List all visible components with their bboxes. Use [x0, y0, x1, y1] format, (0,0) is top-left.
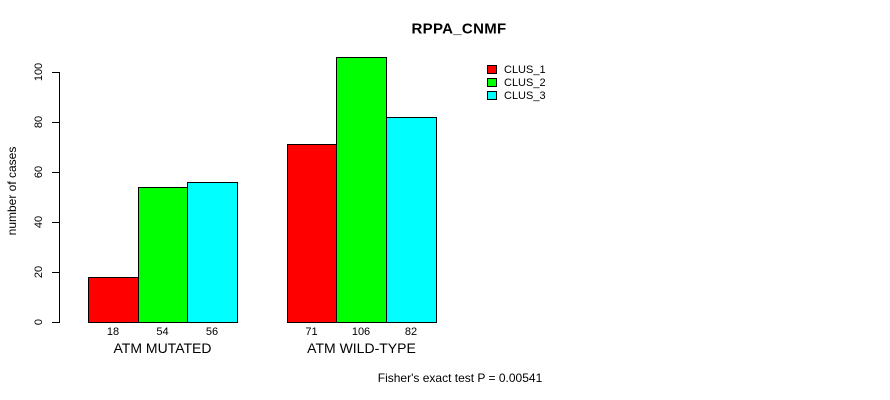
- y-tick-label: 60: [33, 165, 45, 179]
- bar-clus_1-1: [88, 277, 139, 323]
- y-tick-label: 20: [33, 265, 45, 279]
- chart-title: RPPA_CNMF: [411, 20, 507, 38]
- y-tick-mark: [52, 272, 59, 273]
- bar-value-label: 54: [156, 326, 169, 338]
- y-tick-label: 80: [33, 115, 45, 129]
- y-tick-mark: [52, 122, 59, 123]
- y-tick-mark: [52, 222, 59, 223]
- y-tick-label: 0: [33, 318, 45, 326]
- bar-clus_2-1: [138, 187, 188, 323]
- y-tick-mark: [52, 72, 59, 73]
- bar-value-label: 18: [106, 326, 120, 338]
- y-tick-mark: [52, 172, 59, 173]
- legend-item-clus_2: CLUS_2: [487, 76, 546, 89]
- y-axis-line: [59, 72, 60, 323]
- annotation-text: Fisher's exact test P = 0.00541: [377, 371, 543, 385]
- legend: CLUS_1 CLUS_2 CLUS_3: [487, 63, 546, 102]
- bar-value-label: 71: [305, 326, 318, 338]
- y-tick-label: 100: [33, 62, 45, 82]
- bar-clus_2-2: [336, 57, 387, 323]
- legend-swatch-icon: [487, 78, 497, 87]
- legend-label: CLUS_1: [504, 63, 546, 76]
- legend-item-clus_1: CLUS_1: [487, 63, 546, 76]
- y-tick-mark: [52, 322, 59, 323]
- category-label: ATM WILD-TYPE: [307, 340, 416, 356]
- bar-value-label: 82: [404, 326, 418, 338]
- category-label: ATM MUTATED: [113, 340, 212, 356]
- legend-label: CLUS_2: [504, 76, 546, 89]
- bar-clus_1-2: [287, 144, 337, 323]
- legend-item-clus_3: CLUS_3: [487, 89, 546, 102]
- bar-value-label: 56: [205, 326, 219, 338]
- legend-label: CLUS_3: [504, 89, 546, 102]
- y-tick-label: 40: [33, 215, 45, 229]
- bar-value-label: 106: [351, 326, 371, 338]
- legend-swatch-icon: [487, 91, 497, 100]
- y-axis-title: number of cases: [5, 146, 19, 236]
- legend-swatch-icon: [487, 65, 497, 74]
- bar-clus_3-1: [187, 182, 238, 323]
- bar-clus_3-2: [386, 117, 437, 323]
